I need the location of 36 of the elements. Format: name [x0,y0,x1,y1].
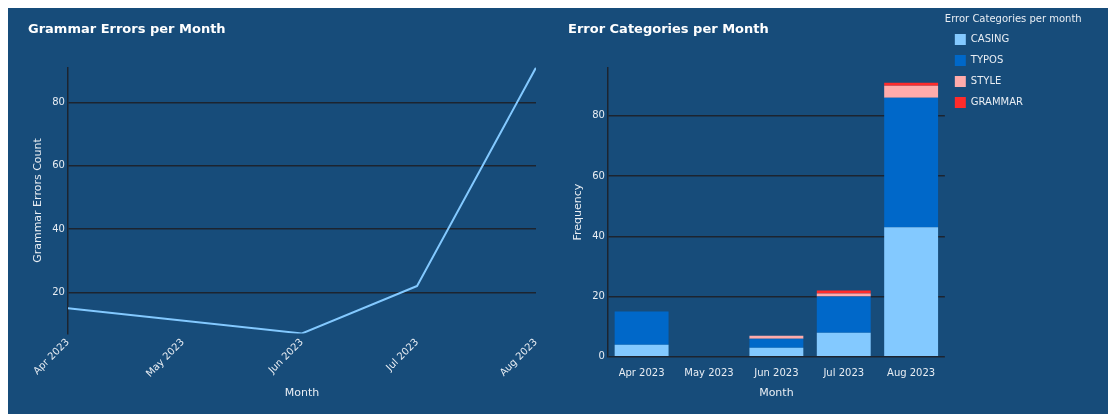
bar [816,332,871,357]
legend-label: GRAMMAR [970,96,1024,108]
y-tick-label: 40 [592,229,605,241]
x-tick-label: Apr 2023 [618,367,665,379]
bar [884,227,939,357]
legend-label: CASING [970,33,1010,45]
y-tick-label: 20 [52,285,65,297]
y-tick-label: 80 [592,109,605,121]
bar [884,85,939,98]
bar [749,338,804,348]
x-tick-label: May 2023 [684,367,734,379]
legend-label: TYPOS [969,54,1004,66]
x-axis-title: Month [759,386,794,400]
y-tick-label: 60 [52,159,65,171]
bar [614,311,669,345]
y-tick-label: 60 [592,169,605,181]
y-tick-label: 0 [598,350,605,362]
bar [816,296,871,333]
y-tick-label: 40 [52,222,65,234]
chart-title: Error Categories per Month [568,21,769,37]
y-axis-title: Grammar Errors Count [31,137,45,263]
x-tick-label: Aug 2023 [887,367,936,379]
bar [614,344,669,357]
x-axis-title: Month [284,386,320,400]
x-tick-label: Jul 2023 [822,367,865,379]
chart-title: Grammar Errors per Month [28,21,226,37]
y-tick-label: 80 [52,96,65,108]
legend-title: Error Categories per month [944,12,1082,24]
legend-label: STYLE [970,75,1002,87]
bar [749,347,804,357]
bar [884,82,939,86]
y-axis-title: Frequency [571,183,585,241]
bar [749,335,804,339]
bar [884,97,939,228]
y-tick-label: 20 [592,290,605,302]
x-tick-label: Jun 2023 [753,367,799,379]
